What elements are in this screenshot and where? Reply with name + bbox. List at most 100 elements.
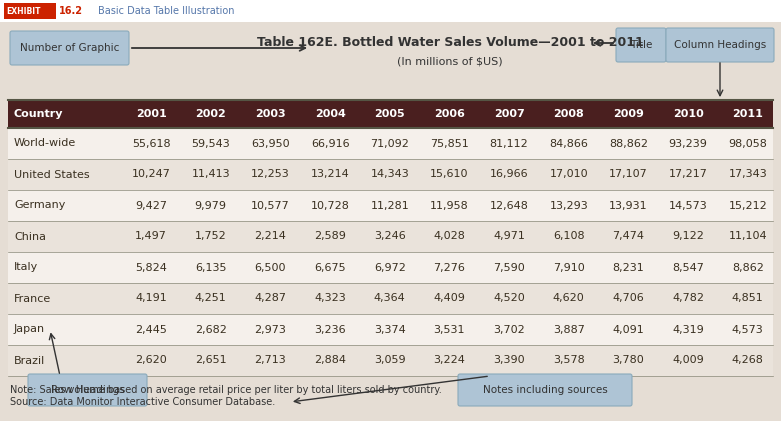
Text: 14,343: 14,343 [370, 170, 409, 179]
Text: 2,445: 2,445 [135, 325, 167, 335]
Text: EXHIBIT: EXHIBIT [6, 6, 41, 16]
Text: 10,247: 10,247 [132, 170, 170, 179]
FancyBboxPatch shape [28, 374, 147, 406]
Text: 3,390: 3,390 [494, 355, 525, 365]
Text: 4,287: 4,287 [255, 293, 287, 304]
Text: 2,651: 2,651 [195, 355, 226, 365]
Text: 11,958: 11,958 [430, 200, 469, 210]
FancyBboxPatch shape [10, 31, 129, 65]
Text: 3,236: 3,236 [314, 325, 346, 335]
FancyBboxPatch shape [666, 28, 774, 62]
Text: 13,931: 13,931 [609, 200, 647, 210]
Text: 98,058: 98,058 [729, 139, 767, 149]
Text: 13,293: 13,293 [549, 200, 588, 210]
Text: Notes including sources: Notes including sources [483, 385, 608, 395]
Text: Title: Title [629, 40, 652, 50]
Text: Table 162E. Bottled Water Sales Volume—2001 to 2011: Table 162E. Bottled Water Sales Volume—2… [257, 37, 644, 50]
Text: 17,343: 17,343 [729, 170, 767, 179]
Text: 2003: 2003 [255, 109, 286, 119]
Text: Basic Data Table Illustration: Basic Data Table Illustration [98, 6, 234, 16]
Bar [8, 159, 773, 190]
Text: 4,706: 4,706 [612, 293, 644, 304]
Text: Source: Data Monitor Interactive Consumer Database.: Source: Data Monitor Interactive Consume… [10, 397, 275, 407]
Text: 88,862: 88,862 [609, 139, 648, 149]
Text: 3,887: 3,887 [553, 325, 585, 335]
Text: 4,251: 4,251 [194, 293, 226, 304]
Text: Germany: Germany [14, 200, 66, 210]
Text: 4,409: 4,409 [433, 293, 465, 304]
Text: 2,214: 2,214 [255, 232, 287, 242]
Text: 7,590: 7,590 [493, 263, 525, 272]
Text: 59,543: 59,543 [191, 139, 230, 149]
Text: 66,916: 66,916 [311, 139, 349, 149]
Text: 7,910: 7,910 [553, 263, 585, 272]
Text: 7,474: 7,474 [612, 232, 644, 242]
Text: 63,950: 63,950 [251, 139, 290, 149]
Text: 11,413: 11,413 [191, 170, 230, 179]
Text: 12,648: 12,648 [490, 200, 529, 210]
Text: 6,675: 6,675 [314, 263, 346, 272]
Text: 17,217: 17,217 [669, 170, 708, 179]
Text: 8,231: 8,231 [612, 263, 644, 272]
Text: 10,728: 10,728 [311, 200, 350, 210]
Text: 3,702: 3,702 [493, 325, 525, 335]
Text: 2004: 2004 [315, 109, 345, 119]
Text: 1,752: 1,752 [194, 232, 226, 242]
Text: 2,620: 2,620 [135, 355, 167, 365]
Text: 84,866: 84,866 [549, 139, 588, 149]
Text: 6,972: 6,972 [374, 263, 405, 272]
Bar [8, 221, 773, 252]
Text: 11,104: 11,104 [729, 232, 767, 242]
Text: 55,618: 55,618 [132, 139, 170, 149]
FancyBboxPatch shape [458, 374, 632, 406]
Text: France: France [14, 293, 52, 304]
Text: 15,610: 15,610 [430, 170, 469, 179]
Text: 6,108: 6,108 [553, 232, 584, 242]
Text: 9,979: 9,979 [194, 200, 226, 210]
Text: Note: Sales volume based on average retail price per liter by total liters sold : Note: Sales volume based on average reta… [10, 385, 442, 395]
Text: 4,009: 4,009 [672, 355, 704, 365]
Text: 2011: 2011 [733, 109, 763, 119]
Bar [0, 0, 781, 22]
Text: 2,884: 2,884 [314, 355, 346, 365]
Text: 4,091: 4,091 [612, 325, 644, 335]
Text: 4,620: 4,620 [553, 293, 585, 304]
Text: 3,578: 3,578 [553, 355, 585, 365]
Text: 16,966: 16,966 [490, 170, 529, 179]
Text: China: China [14, 232, 46, 242]
Text: Japan: Japan [14, 325, 45, 335]
Text: 93,239: 93,239 [669, 139, 708, 149]
Text: 14,573: 14,573 [669, 200, 708, 210]
Text: 4,364: 4,364 [374, 293, 405, 304]
Text: 4,323: 4,323 [314, 293, 346, 304]
Text: Country: Country [14, 109, 63, 119]
Text: 6,135: 6,135 [195, 263, 226, 272]
Bar [8, 252, 773, 283]
Text: 3,780: 3,780 [612, 355, 644, 365]
Text: Brazil: Brazil [14, 355, 45, 365]
Text: 4,268: 4,268 [732, 355, 764, 365]
Text: 2001: 2001 [136, 109, 166, 119]
Text: 17,010: 17,010 [549, 170, 588, 179]
Text: 13,214: 13,214 [311, 170, 349, 179]
Text: 2009: 2009 [613, 109, 644, 119]
Text: Column Headings: Column Headings [674, 40, 766, 50]
FancyBboxPatch shape [616, 28, 666, 62]
Text: 2,682: 2,682 [194, 325, 226, 335]
Text: 2,973: 2,973 [255, 325, 287, 335]
Text: 4,028: 4,028 [433, 232, 465, 242]
Text: 1,497: 1,497 [135, 232, 167, 242]
Text: World-wide: World-wide [14, 139, 77, 149]
Text: 2002: 2002 [195, 109, 226, 119]
Text: United States: United States [14, 170, 90, 179]
Text: 75,851: 75,851 [430, 139, 469, 149]
Text: 4,520: 4,520 [493, 293, 525, 304]
Text: (In millions of $US): (In millions of $US) [398, 57, 503, 67]
Text: 4,782: 4,782 [672, 293, 704, 304]
Text: Row Headings: Row Headings [51, 385, 124, 395]
Text: 3,059: 3,059 [374, 355, 405, 365]
Text: 4,851: 4,851 [732, 293, 764, 304]
Text: 2,589: 2,589 [314, 232, 346, 242]
Text: 4,319: 4,319 [672, 325, 704, 335]
Bar [8, 190, 773, 221]
